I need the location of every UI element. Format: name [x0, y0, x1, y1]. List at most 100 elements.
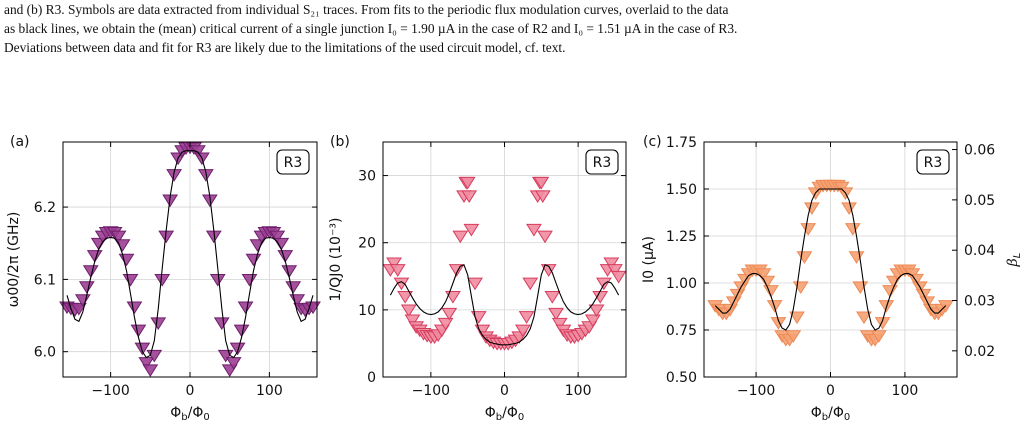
data-point: [389, 264, 406, 277]
data-point: [386, 257, 402, 271]
data-point: [126, 301, 143, 315]
data-point: [803, 202, 820, 216]
data-point: [848, 251, 865, 264]
data-point: [522, 277, 539, 291]
data-point: [548, 307, 564, 321]
data-point: [245, 253, 262, 267]
fit-line: [389, 264, 620, 346]
data-point: [610, 270, 627, 284]
x-axis-label: Φb/Φ0: [485, 405, 525, 423]
sample-badge: [276, 149, 310, 175]
y-right-axis-label: βL: [1005, 253, 1023, 268]
data-point: [400, 304, 417, 318]
y-tick-label: 0: [367, 370, 376, 386]
data-point: [233, 324, 250, 338]
caption-line: as black lines, we obtain the (mean) cri…: [4, 21, 738, 36]
data-point: [452, 230, 469, 244]
data-point: [154, 273, 171, 287]
y-tick-label: 1.25: [666, 229, 697, 245]
x-tick-label: 0: [500, 383, 509, 399]
panel-label: (c): [643, 134, 662, 150]
x-tick-label: −100: [91, 383, 129, 399]
y-right-tick-label: 0.03: [964, 294, 995, 310]
data-point: [229, 342, 246, 356]
chart-panel-1: −100 0 100 6.0 6.1 6.2 R3 (a) Φb/Φ0 ω00/2π (GHz): [6, 134, 321, 423]
sample-badge: [585, 149, 619, 175]
x-tick-label: 0: [826, 383, 835, 399]
data-point: [110, 230, 127, 244]
data-point: [459, 176, 476, 190]
chart-panel-3: −100 0 100 0.50 0.75 1.00 1.25 1.50 1.75 0.02 0.03…: [641, 134, 1023, 423]
data-point: [770, 317, 787, 330]
fit-line: [714, 188, 947, 331]
data-point: [285, 281, 302, 294]
data-point: [404, 314, 421, 328]
figure-caption: and (b) R3. Symbols are data extracted f…: [4, 0, 1028, 57]
data-point: [908, 273, 924, 287]
data-point: [277, 250, 294, 263]
y-right-tick-label: 0.06: [964, 143, 995, 159]
caption-line: Deviations between data and fit for R3 a…: [4, 40, 566, 55]
data-point: [118, 253, 135, 267]
y-right-tick-label: 0.04: [964, 243, 995, 259]
data-point: [122, 273, 139, 287]
data-point: [544, 291, 561, 304]
data-point: [82, 265, 99, 278]
y-tick-label: 1.50: [666, 182, 697, 198]
y-tick-label: 6.0: [34, 345, 56, 361]
y-tick-label: 10: [358, 303, 376, 319]
y-axis-label: I0 (µA): [641, 236, 657, 283]
caption-line: and (b) R3. Symbols are data extracted f…: [4, 2, 729, 17]
data-point: [870, 330, 887, 343]
data-point: [150, 317, 167, 331]
x-tick-label: 100: [565, 383, 592, 399]
sample-badge: [916, 149, 950, 175]
data-point: [467, 277, 483, 291]
data-point: [537, 230, 553, 244]
data-point: [755, 268, 772, 281]
data-point: [856, 311, 872, 325]
data-point: [209, 273, 226, 287]
data-point: [588, 304, 605, 318]
panel-label: (a): [10, 134, 30, 150]
data-point: [445, 291, 461, 304]
data-point: [86, 250, 103, 263]
chart-panel-2: −100 0 100 0 10 20 30 R3 (b) Φb/Φ0 1/QJ0 (10⁻³): [328, 134, 627, 423]
data-point: [130, 324, 147, 338]
y-tick-label: 0.50: [666, 370, 697, 386]
data-point: [592, 291, 609, 304]
y-axis-label: 1/QJ0 (10⁻³): [328, 218, 344, 302]
x-tick-label: 100: [892, 383, 919, 399]
data-point: [134, 342, 151, 356]
data-point: [584, 314, 601, 328]
data-point: [397, 291, 413, 304]
y-tick-label: 6.1: [34, 272, 56, 288]
data-point: [533, 176, 550, 190]
y-tick-label: 20: [358, 236, 376, 252]
data-point: [70, 302, 87, 316]
y-tick-label: 6.2: [34, 200, 56, 216]
data-point: [463, 223, 480, 237]
y-tick-label: 0.75: [666, 323, 697, 339]
data-point: [269, 230, 286, 244]
data-point: [789, 311, 805, 325]
data-point: [213, 317, 230, 331]
sample-badge-label: R3: [284, 155, 303, 171]
sample-badge-label: R3: [593, 155, 612, 171]
data-point: [237, 301, 254, 315]
data-point: [441, 307, 458, 321]
x-tick-label: −100: [737, 383, 775, 399]
data-point: [874, 317, 891, 330]
y-right-tick-label: 0.05: [964, 193, 995, 209]
data-point: [241, 273, 258, 287]
x-axis-label: Φb/Φ0: [170, 405, 210, 423]
y-right-tick-label: 0.02: [964, 344, 995, 360]
x-tick-label: −100: [412, 383, 450, 399]
data-point: [518, 311, 535, 324]
data-point: [470, 311, 487, 324]
data-point: [607, 264, 623, 277]
sample-badge-label: R3: [924, 155, 943, 171]
data-point: [551, 317, 568, 331]
data-point: [841, 202, 858, 216]
